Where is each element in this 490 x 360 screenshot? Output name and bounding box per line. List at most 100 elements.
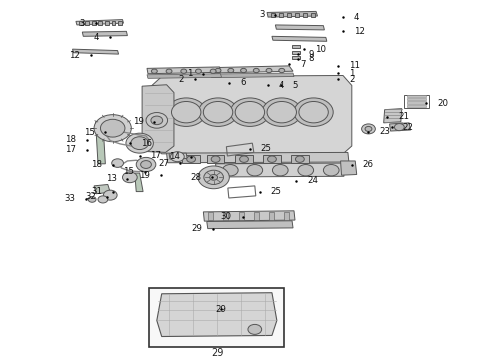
Text: 26: 26 [363,160,373,169]
Text: 12: 12 [69,51,80,60]
Text: 3: 3 [79,19,85,28]
Bar [292,50,300,54]
Circle shape [247,165,263,176]
Text: 22: 22 [403,123,414,132]
Bar [182,155,200,163]
Circle shape [151,69,157,73]
Polygon shape [203,211,295,221]
Bar [287,13,291,17]
Polygon shape [147,67,220,74]
Text: 9: 9 [309,50,314,59]
Circle shape [198,166,229,189]
Circle shape [323,165,339,176]
Polygon shape [76,19,123,25]
Polygon shape [211,66,293,73]
Circle shape [88,197,96,202]
Text: 11: 11 [349,61,360,70]
Polygon shape [147,74,221,78]
Polygon shape [384,109,402,123]
Circle shape [279,68,285,73]
Text: 27: 27 [159,159,170,168]
Polygon shape [135,173,143,192]
Circle shape [94,115,131,142]
Circle shape [136,157,156,172]
Polygon shape [142,85,174,152]
Circle shape [248,324,262,334]
Circle shape [262,98,301,126]
Circle shape [272,165,288,176]
Circle shape [235,102,265,123]
Bar [92,21,96,25]
Bar [269,212,274,220]
Circle shape [98,196,108,203]
Text: 1: 1 [187,69,193,78]
Circle shape [181,69,187,73]
Bar [292,45,300,49]
Text: 18: 18 [91,160,102,169]
Circle shape [394,123,404,131]
Bar [292,55,300,59]
Circle shape [241,68,246,73]
Text: 2: 2 [179,75,184,84]
Text: 15: 15 [123,167,134,176]
Polygon shape [82,31,127,36]
Polygon shape [341,161,357,175]
Polygon shape [267,12,318,17]
Polygon shape [73,49,119,54]
Bar [118,21,122,25]
Text: 29: 29 [211,348,223,358]
Bar [291,155,309,163]
Circle shape [210,69,216,73]
Text: 4: 4 [354,13,359,22]
Text: 13: 13 [106,174,117,183]
Circle shape [362,124,375,134]
Circle shape [266,68,272,73]
Circle shape [295,156,304,162]
Polygon shape [272,36,327,41]
Text: 19: 19 [133,117,144,126]
Bar [149,288,284,347]
Circle shape [211,156,220,162]
Text: 4: 4 [94,33,99,42]
Bar [254,212,259,220]
Bar [263,155,281,163]
Bar [98,21,102,25]
Text: 16: 16 [141,139,151,148]
Text: 1: 1 [349,68,354,77]
Text: 17: 17 [66,145,76,154]
Circle shape [210,175,218,180]
Text: 17: 17 [150,152,161,161]
Circle shape [203,102,233,123]
Bar [284,212,289,220]
Text: 8: 8 [309,54,314,63]
Circle shape [103,190,117,200]
Text: 25: 25 [261,144,271,153]
Circle shape [122,172,137,183]
Text: 4: 4 [278,81,284,90]
Circle shape [267,102,296,123]
Circle shape [171,152,184,162]
Bar [235,155,253,163]
Polygon shape [275,25,324,30]
Circle shape [204,170,223,184]
Text: 32: 32 [85,192,96,201]
Polygon shape [167,152,349,163]
Polygon shape [169,153,187,159]
Circle shape [222,165,238,176]
Circle shape [299,102,328,123]
Bar [112,21,116,25]
Circle shape [228,68,234,73]
Text: 3: 3 [259,10,265,19]
Text: 7: 7 [300,60,305,69]
Text: 20: 20 [437,99,448,108]
Text: 5: 5 [292,81,297,90]
Text: 14: 14 [170,152,180,161]
Text: 15: 15 [84,128,95,137]
Text: 30: 30 [221,212,232,221]
Text: 24: 24 [307,176,318,185]
Polygon shape [152,76,352,154]
Text: 31: 31 [91,187,102,196]
Circle shape [196,69,201,73]
Text: 18: 18 [66,135,76,144]
Polygon shape [211,73,294,78]
